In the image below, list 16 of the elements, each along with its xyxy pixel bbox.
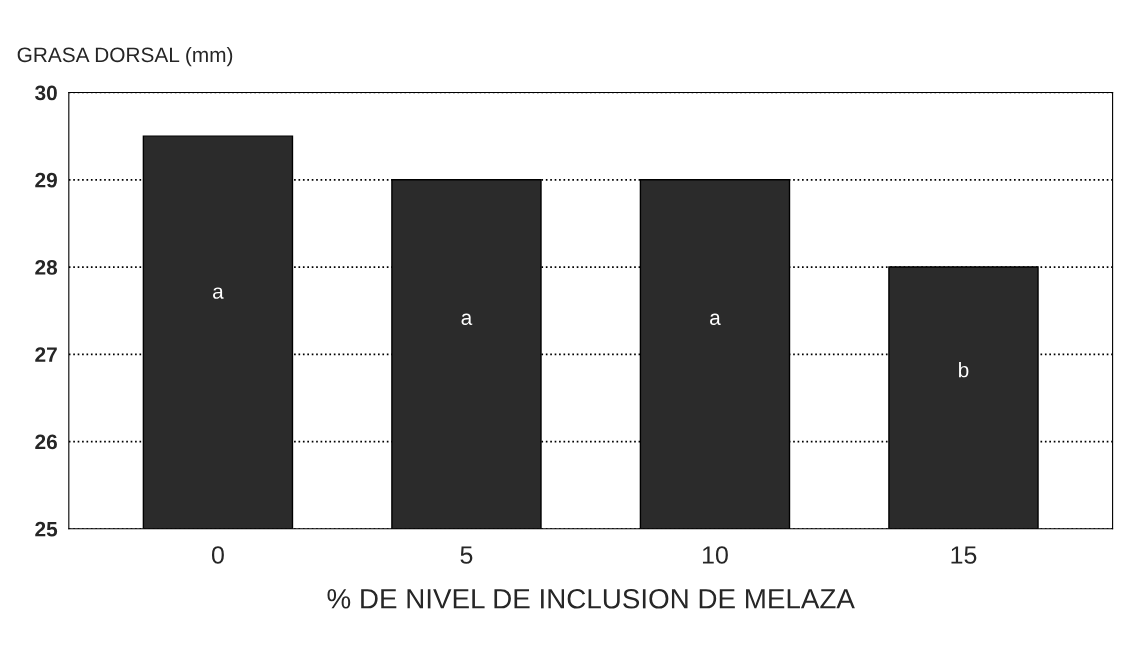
y-tick-label: 30 — [35, 85, 57, 101]
y-tick-label: 25 — [35, 521, 58, 537]
annotation: b — [959, 362, 969, 378]
x-tick-label: 0 — [211, 546, 224, 564]
annotation: a — [213, 287, 224, 299]
x-axis-title: % DE NIVEL DE INCLUSION DE MELAZA — [327, 588, 855, 609]
annotation: a — [710, 313, 721, 325]
y-axis-title: GRASA DORSAL (mm) — [17, 46, 233, 67]
x-tick-label: 5 — [460, 546, 473, 564]
x-tick-label: 10 — [702, 546, 728, 564]
y-tick-label: 29 — [35, 172, 57, 188]
y-tick-label: 26 — [35, 434, 57, 450]
y-tick-label: 27 — [35, 347, 57, 362]
x-tick-label: 15 — [951, 546, 977, 564]
y-tick-label: 28 — [35, 260, 58, 275]
annotation: a — [461, 313, 473, 325]
